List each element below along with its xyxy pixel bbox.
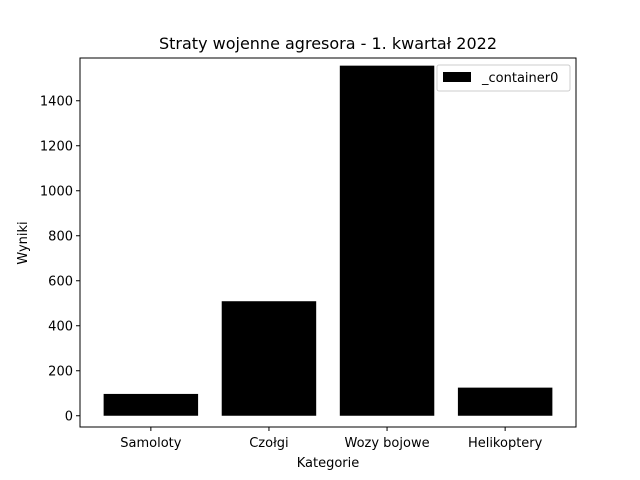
- y-tick-label: 400: [48, 319, 73, 334]
- y-tick-label: 1400: [40, 94, 73, 109]
- y-axis: 0 200 400 600 800 1000 1200 1400: [40, 94, 80, 424]
- x-tick-label: Helikoptery: [468, 436, 543, 451]
- legend: _container0: [436, 64, 571, 92]
- legend-frame: [436, 64, 571, 92]
- y-tick-label: 1200: [40, 139, 73, 154]
- bar-czołgi: [221, 301, 317, 416]
- legend-label: _container0: [481, 71, 558, 86]
- y-tick-label: 200: [48, 364, 73, 379]
- plot-frame: [79, 57, 577, 428]
- y-tick-label: 600: [48, 274, 73, 289]
- chart-title: Straty wojenne agresora - 1. kwartał 202…: [159, 34, 497, 53]
- x-tick-label: Czołgi: [249, 436, 288, 451]
- bar-samoloty: [103, 393, 199, 416]
- x-axis: Samoloty Czołgi Wozy bojowe Helikoptery: [120, 427, 543, 451]
- y-tick-label: 1000: [40, 184, 73, 199]
- bars-group: [103, 65, 553, 416]
- bar-wozy-bojowe: [339, 65, 435, 416]
- y-axis-label: Wyniki: [16, 221, 31, 264]
- x-axis-label: Kategorie: [297, 456, 360, 471]
- x-tick-label: Samoloty: [120, 436, 181, 451]
- y-tick-label: 0: [65, 409, 73, 424]
- y-tick-label: 800: [48, 229, 73, 244]
- bar-helikoptery: [457, 387, 553, 416]
- legend-swatch: [443, 72, 471, 82]
- x-tick-label: Wozy bojowe: [344, 436, 429, 451]
